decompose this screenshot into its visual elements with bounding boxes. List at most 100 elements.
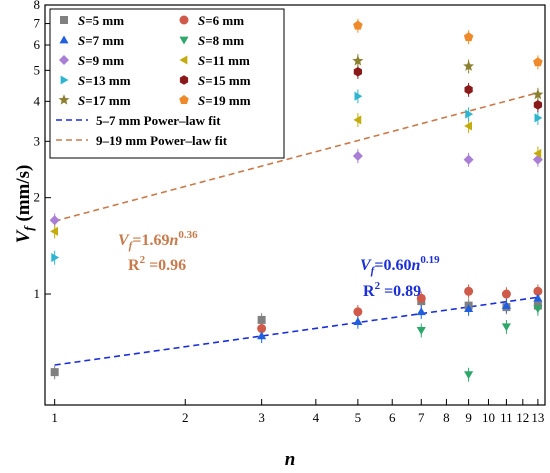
x-tick-label: 7 bbox=[418, 410, 425, 425]
y-tick-label: 7 bbox=[34, 16, 41, 31]
x-tick-label: 4 bbox=[313, 410, 320, 425]
legend-marker-s-15-mm bbox=[179, 75, 189, 85]
marker-s-7-mm bbox=[501, 301, 511, 309]
marker-s-8-mm bbox=[416, 326, 426, 335]
marker-s-8-mm bbox=[464, 371, 474, 380]
legend-marker-s-5-mm bbox=[60, 16, 68, 24]
annotation-small-equation: Vf=0.60n0.19 bbox=[360, 254, 440, 277]
legend-label-value: =19 mm bbox=[205, 93, 250, 108]
marker-s-7-mm bbox=[533, 293, 543, 302]
annotation-small-spacing: Vf=0.60n0.19 R2 =0.89 bbox=[360, 254, 440, 300]
legend-label-5-7-mm-power-law-fit: 5–7 mm Power–law fit bbox=[96, 113, 221, 128]
marker-s-13-mm bbox=[534, 113, 543, 123]
y-axis-title-sub: f bbox=[21, 225, 36, 231]
legend-label-s-5-mm: S=5 mm bbox=[78, 13, 124, 28]
y-axis-title-var: V bbox=[13, 229, 34, 243]
legend-label-var: S bbox=[78, 33, 85, 48]
marker-s-13-mm bbox=[354, 91, 363, 101]
legend-label-value: =13 mm bbox=[85, 73, 130, 88]
fit-line-9-19-mm-power-law-fit bbox=[54, 91, 539, 222]
x-tick-label: 10 bbox=[482, 410, 495, 425]
legend-label-s-8-mm: S=8 mm bbox=[198, 33, 244, 48]
x-tick-label: 5 bbox=[355, 410, 362, 425]
marker-s-6-mm bbox=[501, 289, 511, 299]
marker-s-7-mm bbox=[257, 331, 267, 340]
legend-marker-s-7-mm bbox=[59, 35, 69, 44]
data-markers bbox=[49, 20, 544, 380]
legend-label-var: S bbox=[198, 33, 205, 48]
legend-label-var: S bbox=[78, 53, 85, 68]
fit-lines bbox=[54, 91, 539, 366]
fit-line-5-7-mm-power-law-fit bbox=[54, 296, 539, 366]
legend-label-s-7-mm: S=7 mm bbox=[78, 33, 124, 48]
marker-s-13-mm bbox=[465, 109, 474, 119]
legend-marker-s-6-mm bbox=[179, 15, 189, 25]
legend-marker-s-9-mm bbox=[59, 55, 69, 65]
marker-s-15-mm bbox=[464, 84, 473, 95]
legend: S=5 mm S=6 mmS=7 mm S=8 mmS=9 mm S=11 mmS=1… bbox=[49, 8, 285, 159]
y-tick-label: 8 bbox=[34, 0, 41, 12]
marker-s-13-mm bbox=[51, 253, 60, 263]
x-tick-label: 12 bbox=[516, 410, 529, 425]
marker-s-11-mm bbox=[533, 148, 542, 158]
marker-s-11-mm bbox=[50, 226, 59, 236]
marker-s-19-mm bbox=[353, 20, 363, 30]
legend-label-value: =15 mm bbox=[205, 73, 250, 88]
marker-s-6-mm bbox=[257, 324, 267, 334]
legend-label-s-9-mm: S=9 mm bbox=[78, 53, 124, 68]
legend-label-value: =11 mm bbox=[205, 53, 250, 68]
marker-s-6-mm bbox=[533, 286, 543, 296]
legend-label-value: =9 mm bbox=[85, 53, 124, 68]
annotation-large-equation: Vf=1.69n0.36 bbox=[118, 229, 198, 252]
x-tick-label: 13 bbox=[531, 410, 544, 425]
y-tick-label: 1 bbox=[34, 286, 41, 301]
y-tick-label: 6 bbox=[34, 37, 41, 52]
annotation-large-r2: R2 =0.96 bbox=[128, 254, 186, 274]
marker-s-7-mm bbox=[464, 304, 474, 313]
marker-s-9-mm bbox=[49, 215, 60, 226]
legend-marker-s-17-mm bbox=[58, 94, 70, 105]
x-tick-label: 3 bbox=[258, 410, 265, 425]
legend-label-var: S bbox=[198, 73, 205, 88]
legend-label-9-19-mm-power-law-fit: 9–19 mm Power–law fit bbox=[96, 133, 228, 148]
plot-frame bbox=[44, 4, 546, 406]
x-tick-label: 2 bbox=[182, 410, 189, 425]
legend-marker-s-13-mm bbox=[60, 75, 69, 85]
y-axis-title: Vf (mm/s) bbox=[13, 165, 36, 244]
x-tick-label: 9 bbox=[465, 410, 472, 425]
marker-s-15-mm bbox=[353, 66, 362, 77]
legend-label-s-11-mm: S=11 mm bbox=[198, 53, 250, 68]
legend-box bbox=[49, 8, 285, 159]
marker-s-5-mm bbox=[257, 315, 266, 324]
annotation-large-spacing: Vf=1.69n0.36 R2 =0.96 bbox=[118, 229, 198, 274]
marker-s-11-mm bbox=[464, 121, 472, 131]
marker-s-17-mm bbox=[532, 88, 544, 100]
marker-s-8-mm bbox=[501, 323, 511, 332]
marker-s-8-mm bbox=[533, 305, 543, 314]
y-tick-label: 4 bbox=[34, 93, 41, 108]
legend-marker-s-19-mm bbox=[179, 95, 189, 105]
x-axis-title: n bbox=[285, 449, 296, 470]
marker-s-9-mm bbox=[463, 154, 474, 165]
legend-label-var: S bbox=[198, 53, 205, 68]
legend-label-s-17-mm: S=17 mm bbox=[78, 93, 131, 108]
marker-s-11-mm bbox=[353, 115, 362, 125]
legend-marker-s-8-mm bbox=[179, 36, 189, 45]
legend-label-value: =7 mm bbox=[85, 33, 124, 48]
y-tick-label: 5 bbox=[34, 62, 41, 77]
y-tick-label: 2 bbox=[34, 190, 41, 205]
marker-s-9-mm bbox=[532, 154, 543, 165]
legend-label-value: =6 mm bbox=[205, 13, 244, 28]
x-tick-label: 11 bbox=[500, 410, 513, 425]
marker-s-17-mm bbox=[463, 60, 475, 71]
x-tick-label: 8 bbox=[443, 410, 450, 425]
y-tick-label: 3 bbox=[34, 133, 41, 148]
marker-s-19-mm bbox=[463, 32, 474, 42]
marker-s-19-mm bbox=[533, 57, 543, 67]
marker-s-7-mm bbox=[416, 307, 426, 316]
legend-label-s-13-mm: S=13 mm bbox=[78, 73, 131, 88]
marker-s-6-mm bbox=[416, 293, 426, 303]
annotation-small-r2: R2 =0.89 bbox=[363, 280, 421, 300]
legend-label-var: S bbox=[78, 13, 85, 28]
legend-marker-s-11-mm bbox=[179, 55, 188, 65]
